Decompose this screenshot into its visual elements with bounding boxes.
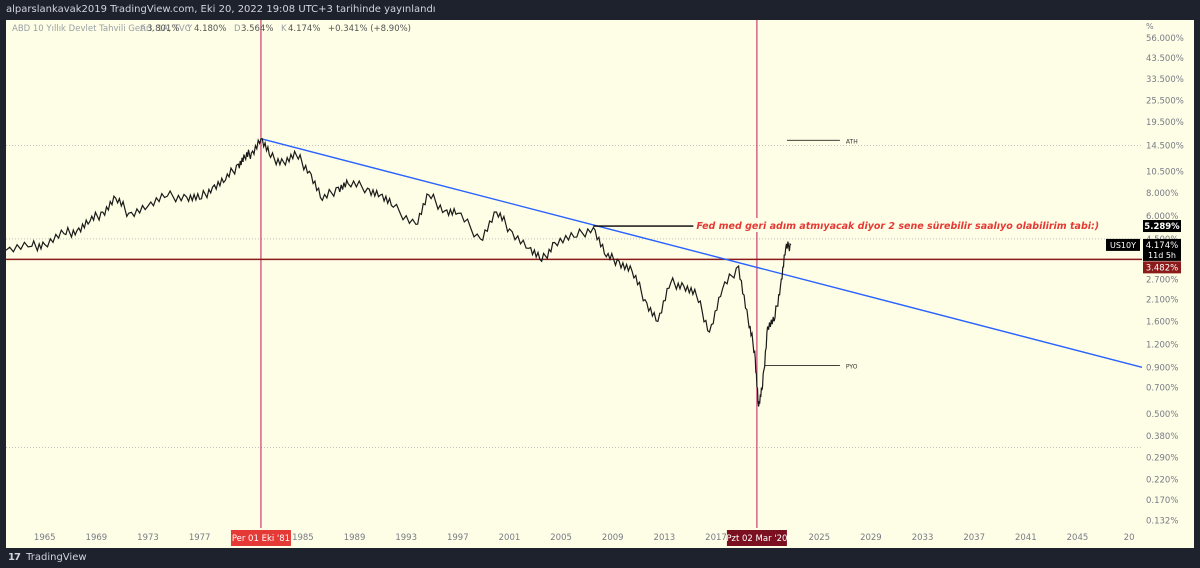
current-price-label: 4.174% xyxy=(1146,241,1178,251)
legend-key-1: Y xyxy=(186,24,193,34)
y-tick-label-18: 0.380% xyxy=(1146,432,1178,442)
y-tick-label-8: 6.000% xyxy=(1146,212,1178,222)
y-axis-unit: % xyxy=(1146,22,1154,31)
y-tick-label-22: 0.132% xyxy=(1146,516,1178,526)
pyo-label: PYO xyxy=(846,364,858,371)
legend-symbol: ABD 10 Yıllık Devlet Tahvili Getiri, 1A,… xyxy=(12,24,191,34)
publish-header: alparslankavak2019 TradingView.com, Eki … xyxy=(0,0,1200,20)
x-tick-label-20: 2045 xyxy=(1067,533,1089,543)
x-tick-label-16: 2029 xyxy=(860,533,882,543)
y-tick-label-15: 0.900% xyxy=(1146,363,1178,373)
legend-value-1: 4.180% xyxy=(194,24,226,34)
x-tick-label-15: 2025 xyxy=(808,533,830,543)
vline-date-bg-0 xyxy=(230,530,291,546)
x-tick-label-17: 2033 xyxy=(912,533,934,543)
y-tick-label-2: 33.500% xyxy=(1146,75,1184,85)
legend-key-3: K xyxy=(281,24,287,34)
legend-value-2: 3.564% xyxy=(241,24,273,34)
y-tick-label-1: 43.500% xyxy=(1146,54,1184,64)
x-tick-label-3: 1977 xyxy=(189,533,211,543)
y-tick-label-21: 0.170% xyxy=(1146,496,1178,506)
x-tick-label-2: 1973 xyxy=(137,533,159,543)
publish-info: alparslankavak2019 TradingView.com, Eki … xyxy=(6,4,436,15)
y-tick-label-5: 14.500% xyxy=(1146,142,1184,152)
current-price-bg xyxy=(1143,238,1181,261)
y-tick-label-20: 0.220% xyxy=(1146,476,1178,486)
x-tick-label-10: 2005 xyxy=(550,533,572,543)
x-tick-label-11: 2009 xyxy=(602,533,624,543)
price-label-annotation-bg xyxy=(1143,220,1181,233)
legend-change: +0.341% (+8.90%) xyxy=(328,24,411,34)
price-label-annotation: 5.289% xyxy=(1144,222,1180,232)
x-tick-label-6: 1989 xyxy=(344,533,366,543)
fed-comment-text: Fed med geri adım atmıyacak diyor 2 sene… xyxy=(696,221,1099,232)
chart-area[interactable]: % 56.000% 43.500% 33.500% 25.500% 19.500% 14.5… xyxy=(5,20,1194,548)
chart-background xyxy=(6,20,1194,548)
x-tick-label-12: 2013 xyxy=(654,533,676,543)
price-series xyxy=(5,138,792,407)
legend-key-2: D xyxy=(234,24,241,34)
x-tick-label-1: 1969 xyxy=(86,533,108,543)
hline-price-label: 3.482% xyxy=(1146,263,1178,273)
y-tick-label-3: 25.500% xyxy=(1146,97,1184,107)
x-tick-label-21: 20 xyxy=(1124,533,1135,543)
footer-bar: 17 TradingView xyxy=(0,548,1200,568)
hline-price-bg xyxy=(1143,261,1181,274)
x-tick-label-7: 1993 xyxy=(395,533,417,543)
symbol-tag: US10Y xyxy=(1110,241,1136,250)
legend-value-0: 3.801% xyxy=(147,24,179,34)
chart-svg[interactable]: % 56.000% 43.500% 33.500% 25.500% 19.500% 14.5… xyxy=(5,20,1194,548)
y-tick-label-6: 10.500% xyxy=(1146,167,1184,177)
y-tick-label-7: 8.000% xyxy=(1146,189,1178,199)
y-tick-label-0: 56.000% xyxy=(1146,34,1184,44)
y-tick-label-11: 2.700% xyxy=(1146,276,1178,286)
y-tick-label-4: 19.500% xyxy=(1146,118,1184,128)
x-tick-label-0: 1965 xyxy=(34,533,56,543)
tradingview-brand[interactable]: TradingView xyxy=(26,552,87,563)
tradingview-logo-icon[interactable]: 17 xyxy=(8,552,21,563)
legend-value-3: 4.174% xyxy=(288,24,320,34)
symbol-tag-bg xyxy=(1106,238,1140,251)
x-tick-label-5: 1985 xyxy=(292,533,314,543)
fed-comment-bg xyxy=(693,218,1034,233)
vline-date-bg-1 xyxy=(726,530,787,546)
countdown-label: 11d 5h xyxy=(1148,251,1176,260)
legend-key-0: A xyxy=(140,24,146,34)
ath-label: ATH xyxy=(846,138,858,145)
y-tick-label-13: 1.600% xyxy=(1146,317,1178,327)
x-tick-label-9: 2001 xyxy=(499,533,521,543)
trend-line-0 xyxy=(260,138,1143,368)
x-tick-label-13: 2017 xyxy=(705,533,727,543)
x-tick-label-19: 2041 xyxy=(1015,533,1037,543)
vline-date-label-0: Per 01 Eki '81 xyxy=(232,534,290,544)
y-tick-label-16: 0.700% xyxy=(1146,383,1178,393)
y-tick-label-17: 0.500% xyxy=(1146,410,1178,420)
vline-date-label-1: Pzt 02 Mar '20 xyxy=(726,534,787,544)
y-tick-label-12: 2.100% xyxy=(1146,296,1178,306)
x-tick-label-18: 2037 xyxy=(963,533,985,543)
y-tick-label-19: 0.290% xyxy=(1146,454,1178,464)
x-tick-label-8: 1997 xyxy=(447,533,469,543)
y-tick-label-14: 1.200% xyxy=(1146,340,1178,350)
